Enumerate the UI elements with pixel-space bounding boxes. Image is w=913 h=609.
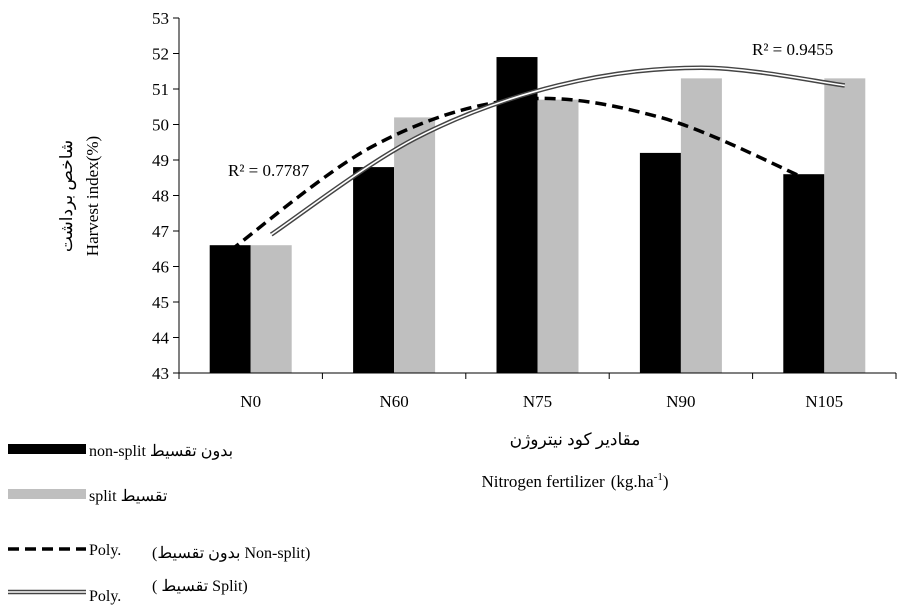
bar-non-split-N75 (496, 57, 538, 374)
y-tick-label: 51 (152, 80, 169, 99)
legend-item-nonsplit: non-split بدون تقسیط (8, 443, 233, 460)
legend-swatch-split (8, 489, 86, 499)
legend-label-split-fa: تقسیط (121, 488, 168, 505)
trendline-nonsplit (229, 96, 805, 252)
y-axis-ticks: 43 44 45 46 47 48 49 50 51 52 53 (152, 9, 179, 383)
legend-label-poly-split-fa: ( تقسیط Split) (152, 578, 248, 595)
trendlines (229, 65, 846, 252)
legend-label-nonsplit-en: non-split (89, 443, 146, 460)
x-axis-title-unit-sup: -1 (654, 471, 663, 483)
bar-split-N60 (394, 117, 436, 374)
y-tick-label: 44 (152, 329, 170, 348)
legend-label-split: split تقسیط (89, 488, 167, 505)
bar-non-split-N90 (639, 152, 681, 373)
r2-label-nonsplit: R² = 0.7787 (228, 161, 310, 180)
y-tick-label: 46 (152, 258, 169, 277)
bars (209, 57, 866, 374)
y-tick-label: 53 (152, 9, 169, 28)
bar-non-split-N60 (353, 167, 395, 373)
y-tick-label: 52 (152, 45, 169, 64)
bar-non-split-N0 (209, 245, 251, 373)
x-axis-title-fa: مقادیر کود نیتروژن (510, 430, 641, 450)
legend-label-poly-nonsplit-en: Poly. (89, 542, 121, 559)
legend-label-nonsplit: non-split بدون تقسیط (89, 443, 233, 460)
x-tick-label: N75 (523, 392, 552, 411)
x-axis-title-unit: (kg.ha (611, 472, 654, 491)
legend-label-split-en: split (89, 488, 117, 505)
y-tick-label: 50 (152, 116, 169, 135)
bar-non-split-N105 (783, 174, 825, 373)
bar-split-N0 (250, 245, 292, 373)
legend-swatch-nonsplit (8, 444, 86, 454)
bar-split-N90 (680, 78, 722, 373)
y-tick-label: 49 (152, 151, 169, 170)
legend-item-split: split تقسیط (8, 488, 167, 505)
y-axis-title: Harvest index(%) (83, 136, 102, 256)
legend-item-poly-split: Poly. ( تقسیط Split) (8, 578, 248, 605)
y-tick-label: 48 (152, 187, 169, 206)
x-axis-title-main: Nitrogen fertilizer (481, 472, 605, 491)
y-tick-label: 47 (152, 222, 170, 241)
legend-label-poly-split-en: Poly. (89, 588, 121, 605)
legend-item-poly-nonsplit: Poly. (بدون تقسیط Non-split) (8, 542, 310, 562)
x-tick-label: N60 (379, 392, 408, 411)
y-tick-label: 43 (152, 364, 169, 383)
x-tick-label: N105 (805, 392, 843, 411)
bar-split-N75 (537, 99, 579, 374)
y-axis-title-fa: شاخص برداشت (57, 140, 77, 252)
axes (178, 18, 896, 374)
x-axis-title: Nitrogen fertilizer (kg.ha-1) (481, 471, 668, 491)
bar-split-N105 (824, 78, 866, 373)
legend-label-poly-nonsplit-fa: (بدون تقسیط Non-split) (152, 545, 310, 562)
legend-label-nonsplit-fa: بدون تقسیط (150, 443, 233, 460)
x-axis-ticks: N0 N60 N75 N90 N105 (178, 373, 897, 411)
legend: non-split بدون تقسیط split تقسیط Poly. (بد… (8, 443, 310, 605)
x-tick-label: N90 (666, 392, 695, 411)
x-tick-label: N0 (240, 392, 261, 411)
x-axis-title-unit-end: ) (663, 472, 669, 491)
y-tick-label: 45 (152, 293, 169, 312)
trendline-split-inner (270, 66, 845, 236)
r2-label-split: R² = 0.9455 (752, 40, 833, 59)
